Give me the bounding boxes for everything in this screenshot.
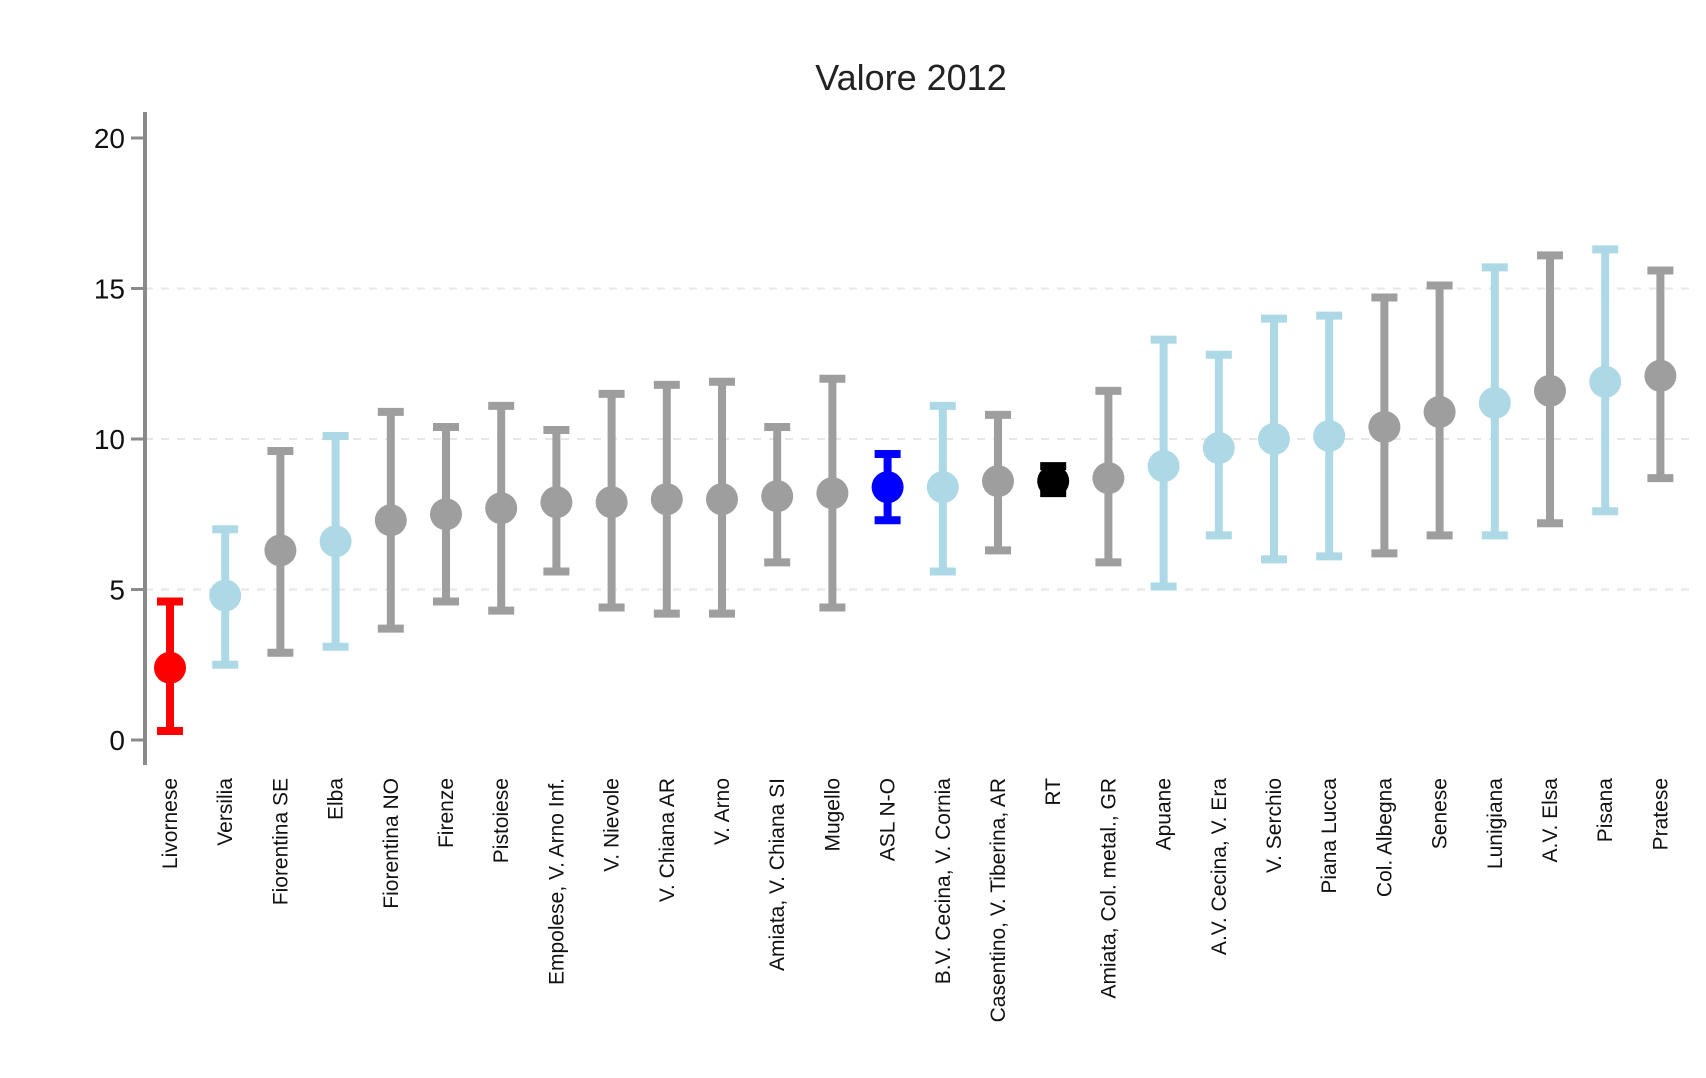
x-category-label: B.V. Cecina, V. Cornia xyxy=(932,778,955,985)
x-category-label: Pisana xyxy=(1594,778,1617,843)
x-category-label: Col. Albegna xyxy=(1373,778,1396,897)
y-tick-label: 20 xyxy=(94,123,125,154)
x-category-label: Mugello xyxy=(821,778,844,852)
data-point xyxy=(319,525,352,558)
data-point xyxy=(1037,465,1070,498)
x-category-label: Versilia xyxy=(214,778,237,846)
data-point xyxy=(1534,374,1566,407)
data-point xyxy=(871,471,904,504)
data-point xyxy=(1313,419,1346,452)
x-category-label: Fiorentina NO xyxy=(380,778,403,909)
x-category-label: V. Serchio xyxy=(1263,778,1286,873)
y-tick-label: 5 xyxy=(109,575,125,606)
data-point xyxy=(1092,462,1125,495)
x-category-label: Empolese, V. Arno Inf. xyxy=(545,778,568,985)
data-point xyxy=(485,492,518,525)
x-category-label: Lunigiana xyxy=(1484,778,1507,869)
x-category-label: Pratese xyxy=(1649,778,1672,850)
data-point xyxy=(650,483,683,516)
data-point xyxy=(1368,410,1401,443)
data-point xyxy=(982,465,1014,498)
data-point xyxy=(1644,359,1677,392)
x-category-label: Amiata, V. Chiana SI xyxy=(766,778,789,971)
x-category-label: Fiorentina SE xyxy=(269,778,292,905)
data-point xyxy=(761,480,794,513)
data-point xyxy=(264,534,297,567)
x-category-label: Firenze xyxy=(435,778,458,848)
x-category-label: RT xyxy=(1042,778,1065,806)
data-point xyxy=(926,471,959,504)
chart-title: Valore 2012 xyxy=(815,57,1006,98)
data-point xyxy=(706,483,738,516)
y-tick-label: 15 xyxy=(94,274,125,305)
data-point xyxy=(430,498,462,531)
grid-lines xyxy=(145,287,1690,591)
x-category-label: Apuane xyxy=(1153,778,1176,850)
x-category-label: Pistoiese xyxy=(490,778,513,863)
x-category-label: V. Chiana AR xyxy=(656,778,679,902)
data-point xyxy=(154,651,186,684)
x-category-label: Piana Lucca xyxy=(1318,778,1341,894)
data-point xyxy=(374,504,407,537)
data-point xyxy=(1478,386,1511,419)
data-point xyxy=(1423,395,1456,428)
data-point xyxy=(816,477,849,510)
x-category-label: Elba xyxy=(325,778,348,820)
y-tick-label: 0 xyxy=(109,725,125,756)
data-point xyxy=(1202,432,1235,465)
x-category-label: A.V. Cecina, V. Era xyxy=(1208,778,1231,955)
x-category-label: ASL N-O xyxy=(877,778,900,861)
x-category-label: A.V. Elsa xyxy=(1539,778,1562,863)
data-point xyxy=(595,486,628,519)
x-category-label: Livornese xyxy=(159,778,182,869)
x-category-label: V. Arno xyxy=(711,778,734,845)
x-category-label: Amiata, Col. metal., GR xyxy=(1097,778,1120,999)
plot-marks xyxy=(154,245,1677,735)
category-labels: Livornese Versilia Fiorentina SE Elba Fioren… xyxy=(159,778,1672,1023)
x-category-label: Senese xyxy=(1429,778,1452,849)
x-category-label: V. Nievole xyxy=(601,778,624,872)
data-point xyxy=(540,486,573,519)
data-point xyxy=(1589,365,1622,398)
data-point xyxy=(1258,423,1290,455)
data-point xyxy=(209,579,242,612)
data-point xyxy=(1147,450,1180,483)
y-tick-label: 10 xyxy=(94,424,125,455)
x-category-label: Casentino, V. Tiberina, AR xyxy=(987,778,1010,1022)
y-axis: 0 5 10 15 20 xyxy=(94,112,147,765)
